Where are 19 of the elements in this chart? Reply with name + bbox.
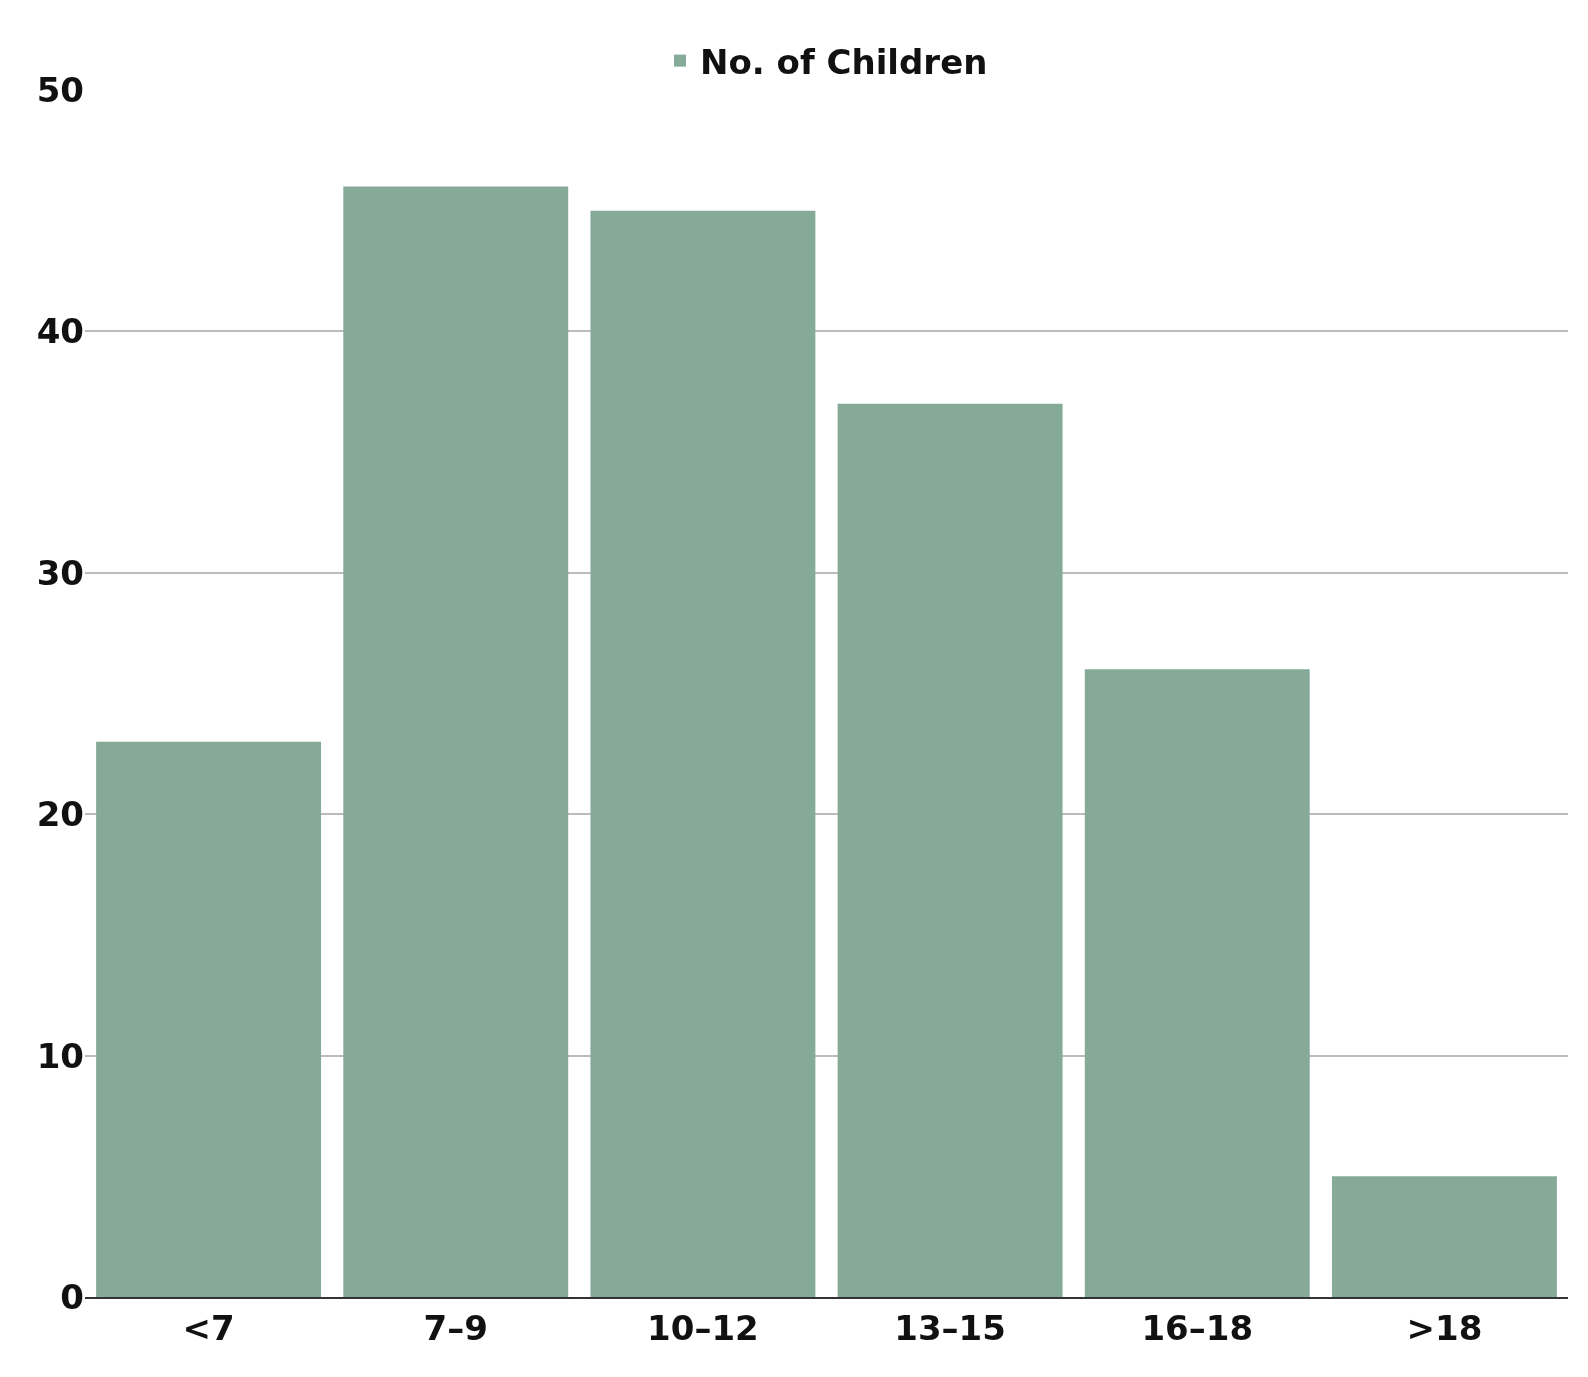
bar bbox=[590, 210, 816, 1297]
bar bbox=[343, 186, 569, 1297]
x-tick-label: 10–12 bbox=[647, 1307, 759, 1348]
y-tick-label: 40 bbox=[36, 311, 84, 352]
bar bbox=[1331, 1176, 1557, 1297]
bar bbox=[837, 403, 1063, 1297]
y-tick-label: 10 bbox=[36, 1035, 84, 1076]
y-tick-label: 20 bbox=[36, 794, 84, 835]
y-tick-label: 50 bbox=[36, 69, 84, 110]
legend-label: No. of Children bbox=[700, 41, 988, 82]
x-tick-label: 7–9 bbox=[423, 1307, 488, 1348]
bar bbox=[96, 741, 322, 1297]
bar bbox=[1084, 669, 1310, 1297]
x-tick-label: <7 bbox=[182, 1307, 235, 1348]
x-tick-label: >18 bbox=[1406, 1307, 1483, 1348]
y-tick-label: 0 bbox=[60, 1276, 84, 1317]
x-tick-label: 13–15 bbox=[894, 1307, 1006, 1348]
y-tick-label: 30 bbox=[36, 552, 84, 593]
x-tick-label: 16–18 bbox=[1141, 1307, 1254, 1348]
